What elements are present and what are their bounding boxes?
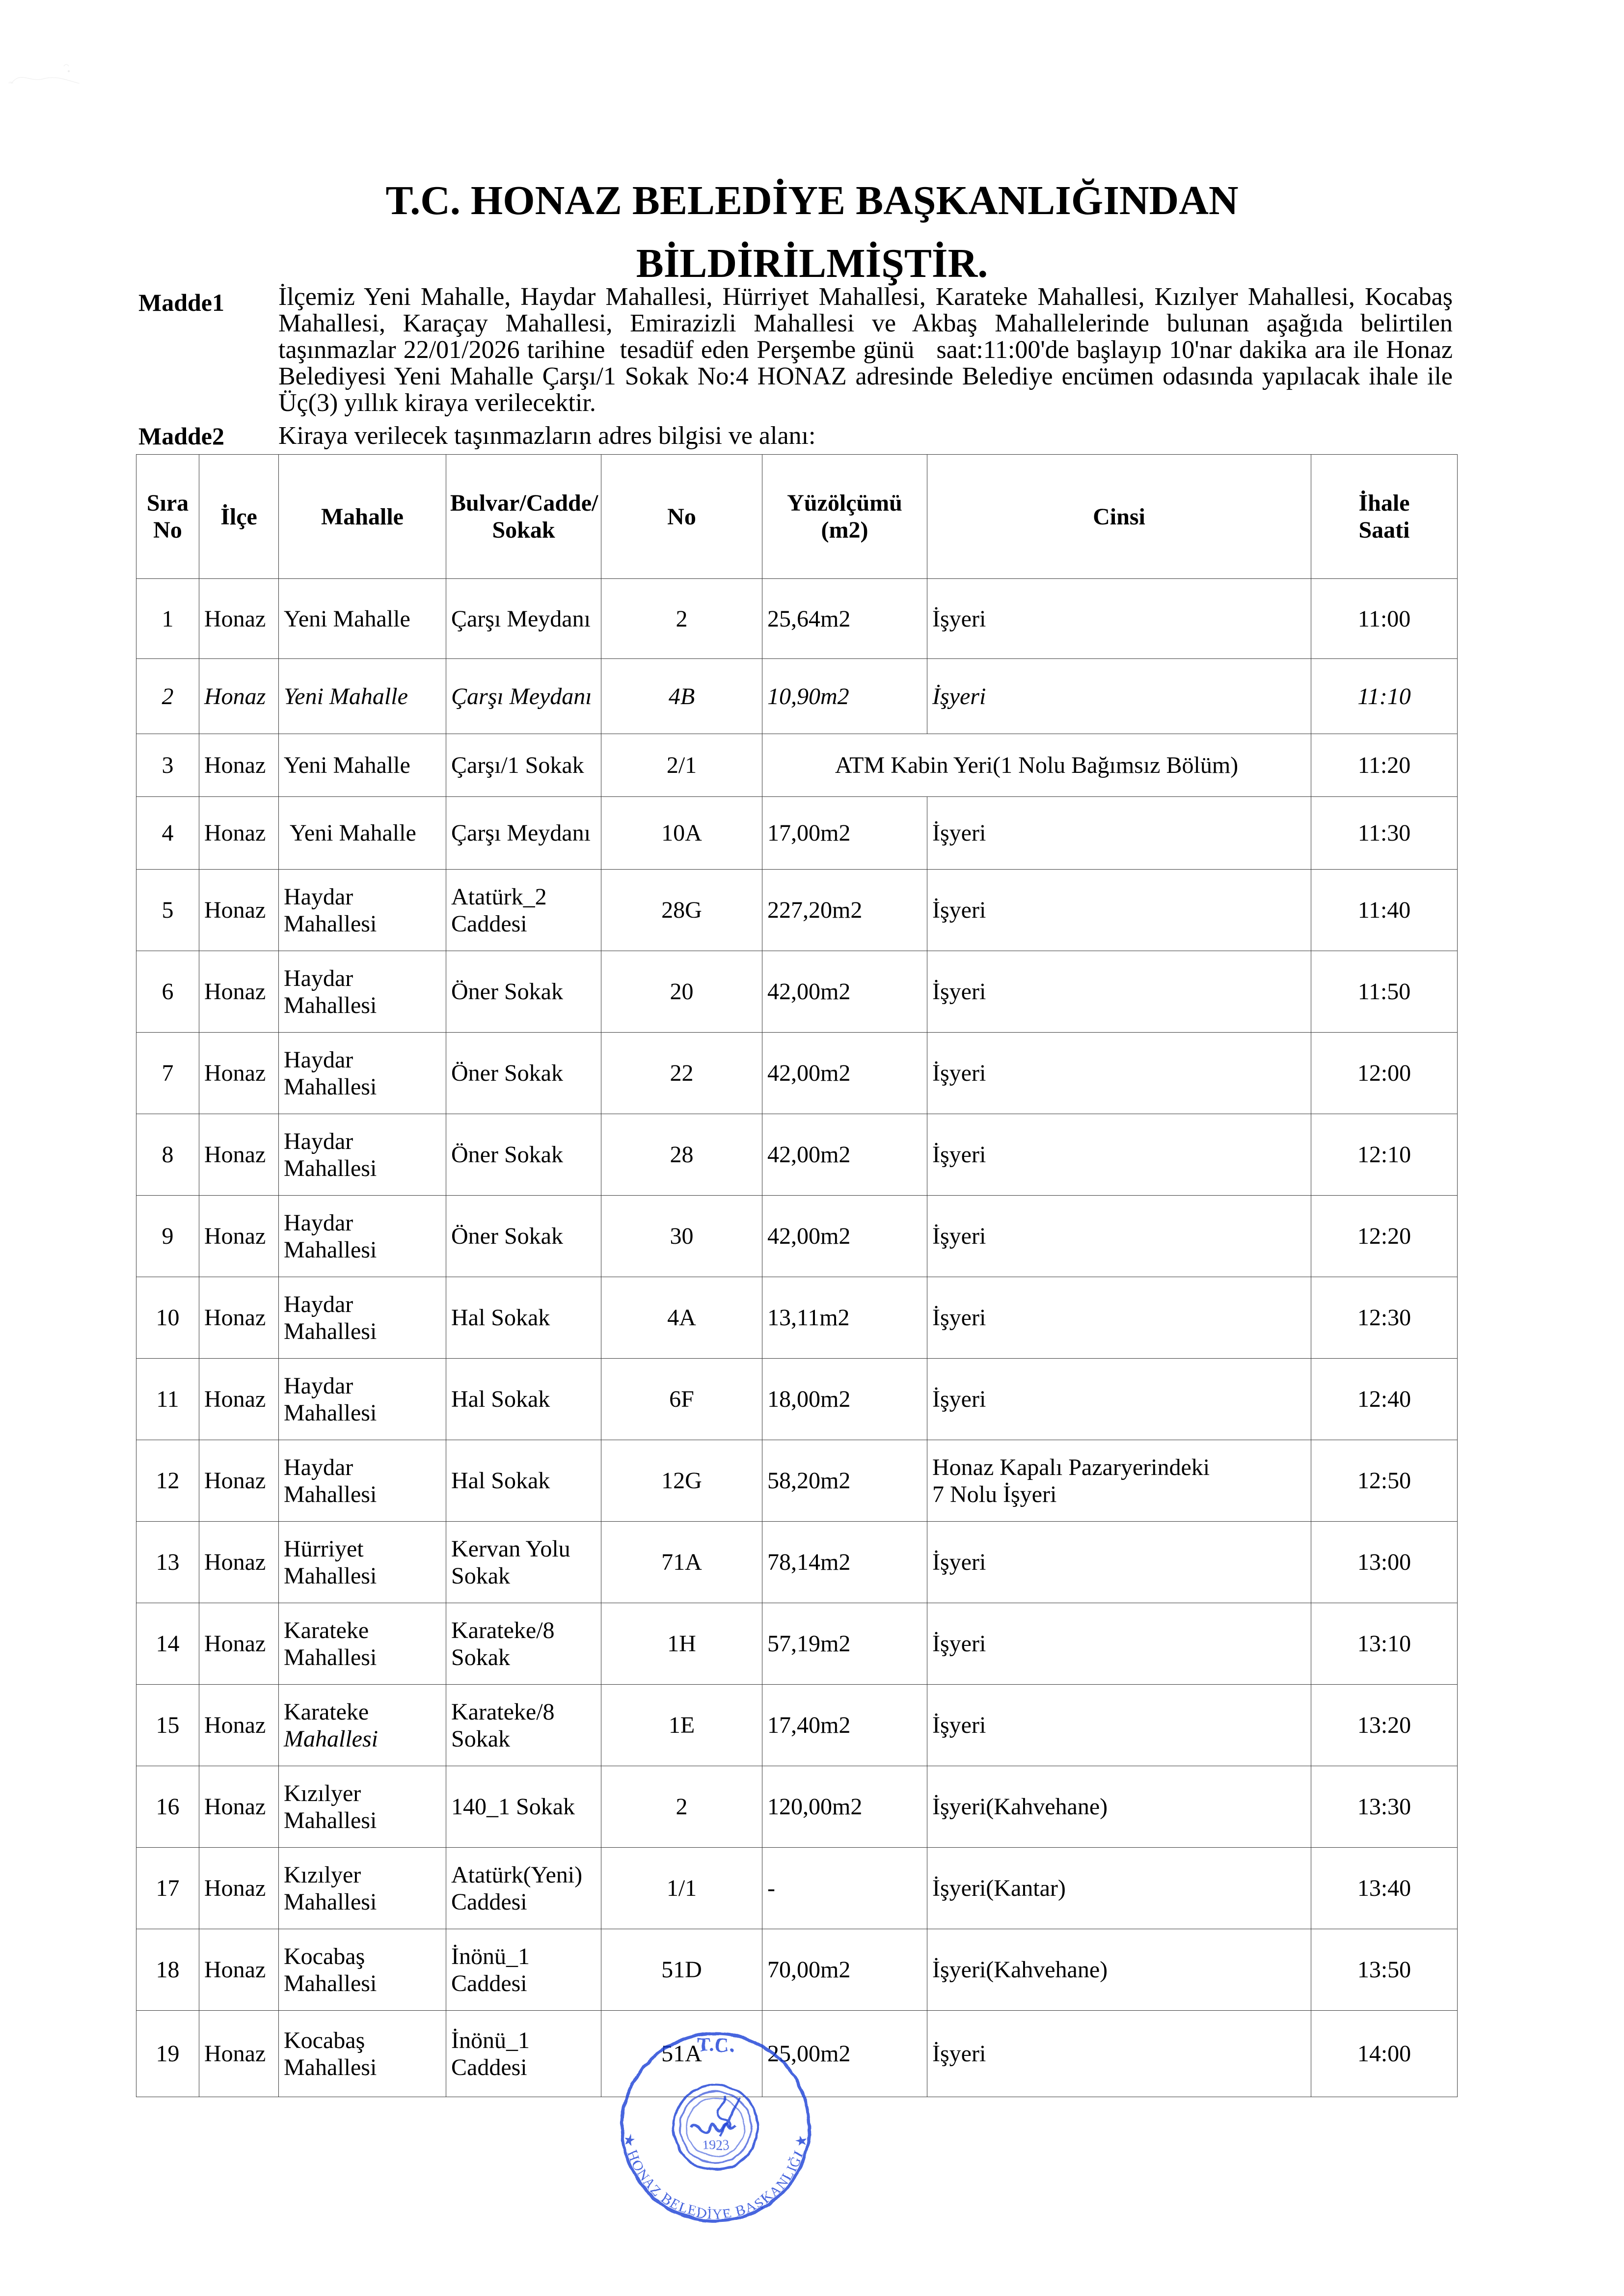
svg-text:T.C.: T.C. [697,2034,734,2056]
svg-text:1923: 1923 [702,2138,729,2153]
